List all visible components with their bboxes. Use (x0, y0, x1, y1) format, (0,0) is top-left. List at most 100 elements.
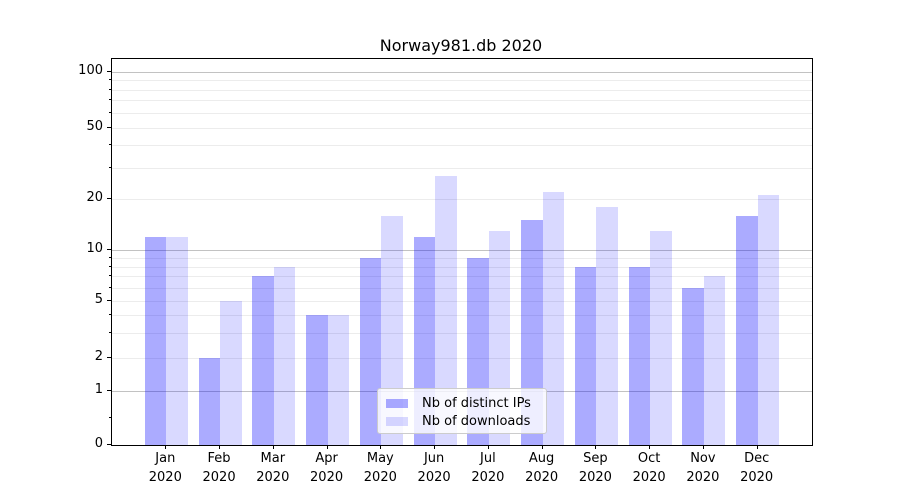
gridline-y-80 (112, 89, 812, 91)
ytick-minor-mark-6 (108, 286, 111, 288)
xtick-label-jan: Jan 2020 (148, 451, 182, 485)
gridline-y-30 (112, 167, 812, 169)
gridline-y-60 (112, 112, 812, 114)
gridline-y-9 (112, 258, 812, 260)
bar-downloads-jun (435, 175, 457, 445)
ytick-minor-mark-90 (108, 79, 111, 81)
ytick-mark-1 (107, 390, 111, 391)
xtick-mark-apr (326, 445, 328, 449)
bar-downloads-apr (327, 314, 350, 445)
chart-title: Norway981.db 2020 (379, 36, 543, 55)
gridline-y-40 (112, 145, 812, 147)
xtick-label-sep: Sep 2020 (578, 451, 612, 485)
bar-downloads-may (381, 215, 403, 445)
xtick-mark-feb (219, 445, 221, 449)
bar-distinct-ips-mar (252, 276, 274, 445)
ytick-label-20: 20 (86, 190, 103, 206)
legend: Nb of distinct IPs Nb of downloads (377, 388, 547, 434)
ytick-minor-mark-30 (108, 166, 111, 168)
ytick-minor-mark-8 (108, 265, 111, 267)
bar-downloads-dec (757, 195, 780, 445)
legend-swatch-distinct-ips-icon (386, 398, 408, 408)
gridline-y-100 (112, 71, 812, 73)
ytick-mark-2 (107, 356, 111, 358)
ytick-label-100: 100 (78, 62, 103, 78)
gridline-y-70 (112, 100, 812, 102)
xtick-label-apr: Apr 2020 (310, 451, 344, 485)
ytick-minor-mark-3 (108, 331, 111, 333)
legend-item-distinct-ips: Nb of distinct IPs (386, 394, 538, 412)
xtick-mark-nov (702, 445, 704, 449)
xtick-label-feb: Feb 2020 (202, 451, 236, 485)
gridline-y-20 (112, 199, 812, 201)
ytick-minor-mark-4 (108, 313, 111, 315)
ytick-minor-mark-70 (108, 99, 111, 101)
bar-distinct-ips-dec (736, 215, 758, 445)
bar-downloads-nov (703, 276, 726, 445)
xtick-label-oct: Oct 2020 (632, 451, 666, 485)
ytick-mark-100 (107, 70, 111, 72)
bar-distinct-ips-jan (144, 236, 167, 445)
xtick-mark-mar (272, 445, 274, 449)
ytick-minor-mark-0.5 (108, 417, 111, 418)
gridline-y-7 (112, 276, 812, 278)
ytick-label-0: 0 (94, 436, 103, 451)
xtick-mark-may (380, 445, 382, 449)
xtick-label-jun: Jun 2020 (417, 451, 451, 485)
gridline-y-10 (112, 250, 812, 252)
xtick-label-may: May 2020 (363, 451, 397, 485)
xtick-mark-aug (541, 445, 543, 449)
xtick-label-dec: Dec 2020 (740, 451, 774, 485)
xtick-mark-dec (756, 445, 758, 449)
bar-downloads-oct (650, 230, 672, 445)
ytick-minor-mark-60 (108, 111, 111, 113)
bar-downloads-sep (596, 207, 618, 445)
gridline-y-2 (112, 357, 812, 359)
ytick-label-10: 10 (86, 241, 103, 257)
gridline-y-5 (112, 301, 812, 303)
bar-downloads-mar (273, 266, 296, 445)
bar-distinct-ips-oct (628, 266, 651, 445)
ytick-minor-mark-9 (108, 257, 111, 259)
bar-distinct-ips-sep (574, 266, 597, 445)
xtick-mark-sep (595, 445, 597, 449)
ytick-minor-mark-40 (108, 144, 111, 146)
bar-downloads-aug (542, 191, 565, 445)
xtick-label-mar: Mar 2020 (256, 451, 290, 485)
gridline-y-3 (112, 332, 812, 334)
xtick-mark-jan (165, 445, 167, 449)
xtick-mark-jun (434, 445, 436, 449)
bar-distinct-ips-apr (306, 314, 328, 445)
ytick-label-5: 5 (94, 292, 103, 308)
xtick-label-aug: Aug 2020 (525, 451, 559, 485)
legend-swatch-downloads-icon (386, 416, 408, 426)
ytick-mark-5 (107, 300, 111, 302)
legend-label-distinct-ips: Nb of distinct IPs (422, 395, 531, 411)
ytick-label-1: 1 (94, 382, 103, 397)
ytick-label-50: 50 (86, 118, 103, 134)
legend-label-downloads: Nb of downloads (422, 413, 531, 429)
xtick-mark-oct (649, 445, 651, 449)
ytick-mark-50 (107, 126, 111, 128)
xtick-mark-jul (487, 445, 489, 449)
ytick-label-2: 2 (94, 348, 103, 364)
ytick-mark-10 (107, 249, 111, 251)
ytick-minor-mark-7 (108, 275, 111, 277)
gridline-y-90 (112, 80, 812, 82)
legend-item-downloads: Nb of downloads (386, 412, 538, 430)
plot-area (111, 58, 813, 446)
bar-downloads-jan (166, 236, 188, 445)
ytick-minor-mark-80 (108, 88, 111, 90)
gridline-y-4 (112, 314, 812, 316)
bar-distinct-ips-may (359, 258, 382, 445)
ytick-mark-20 (107, 198, 111, 200)
gridline-y-50 (112, 127, 812, 129)
gridline-y-6 (112, 287, 812, 289)
bar-downloads-feb (220, 301, 242, 445)
bar-distinct-ips-feb (198, 357, 221, 445)
ytick-mark-0 (107, 444, 111, 445)
gridline-y-8 (112, 266, 812, 268)
bar-distinct-ips-nov (682, 287, 704, 445)
xtick-label-jul: Jul 2020 (471, 451, 505, 485)
